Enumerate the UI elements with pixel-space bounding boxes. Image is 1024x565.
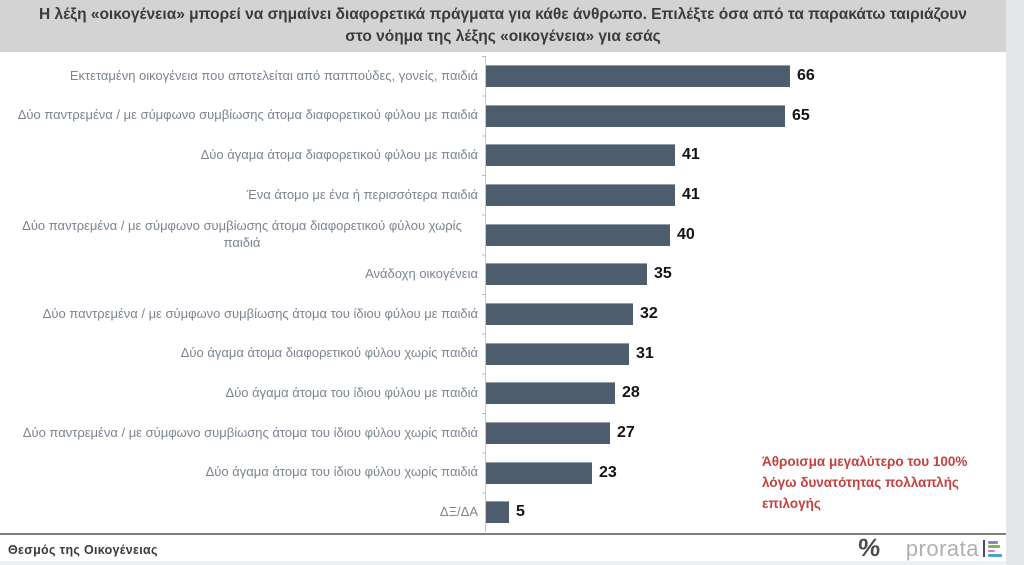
bar-plot-cell: 41 — [486, 175, 1006, 215]
bar-row: Δύο άγαμα άτομα διαφορετικού φύλου χωρίς… — [0, 333, 1006, 374]
bar-row: Ανάδοχη οικογένεια 35 — [0, 254, 1006, 295]
bar-plot-cell: 5 — [486, 492, 1006, 532]
category-label-text: Δύο παντρεμένα / με σύμφωνο συμβίωσης άτ… — [22, 424, 478, 440]
value-label: 31 — [636, 344, 654, 362]
bar-row: Δύο παντρεμένα / με σύμφωνο συμβίωσης άτ… — [0, 95, 1006, 136]
bar-plot-cell: 35 — [486, 254, 1006, 294]
bar-plot-cell: 28 — [486, 373, 1006, 413]
category-label: Δύο παντρεμένα / με σύμφωνο συμβίωσης άτ… — [0, 294, 486, 334]
bar — [486, 183, 675, 206]
bar-row: Δύο παντρεμένα / με σύμφωνο συμβίωσης άτ… — [0, 214, 1006, 255]
value-label: 41 — [682, 185, 700, 203]
bar-row: Εκτεταμένη οικογένεια που αποτελείται απ… — [0, 56, 1006, 96]
value-label: 65 — [792, 106, 810, 124]
logo-bar — [988, 545, 1000, 549]
bar — [486, 501, 509, 524]
bar — [486, 421, 610, 444]
category-label: Δύο άγαμα άτομα του ίδιου φύλου χωρίς πα… — [0, 452, 486, 493]
category-label-text: Ανάδοχη οικογένεια — [365, 266, 478, 282]
category-label-text: Ένα άτομο με ένα ή περισσότερα παιδιά — [246, 186, 478, 202]
bar — [486, 144, 675, 167]
bar — [486, 302, 633, 325]
bar — [486, 342, 629, 365]
category-label-text: Δύο άγαμα άτομα διαφορετικού φύλου με πα… — [200, 147, 478, 163]
bar-plot-cell: 27 — [486, 413, 1006, 453]
source-label: Θεσμός της Οικογένειας — [8, 543, 158, 557]
brand-word: prorata — [905, 535, 979, 561]
bar — [486, 64, 790, 87]
value-label: 27 — [617, 423, 635, 441]
category-label-text: Δύο παντρεμένα / με σύμφωνο συμβίωσης άτ… — [22, 218, 462, 250]
percent-icon: % — [856, 534, 881, 562]
bar-plot-cell: 66 — [486, 56, 1006, 96]
category-label-text: Δύο παντρεμένα / με σύμφωνο συμβίωσης άτ… — [17, 107, 478, 123]
value-label: 32 — [640, 304, 658, 322]
logo-bar — [988, 549, 995, 553]
bar — [486, 104, 785, 127]
bar-row: Δύο άγαμα άτομα του ίδιου φύλου με παιδι… — [0, 373, 1006, 414]
value-label: 5 — [516, 503, 525, 521]
category-label-text: Εκτεταμένη οικογένεια που αποτελείται απ… — [69, 67, 478, 83]
category-label: Εκτεταμένη οικογένεια που αποτελείται απ… — [0, 56, 486, 96]
bar-plot-cell: 65 — [486, 96, 1006, 136]
bar-row: Δύο παντρεμένα / με σύμφωνο συμβίωσης άτ… — [0, 294, 1006, 334]
value-label: 40 — [677, 225, 695, 243]
value-label: 23 — [599, 463, 617, 481]
bar-row: Δύο άγαμα άτομα διαφορετικού φύλου με πα… — [0, 135, 1006, 176]
category-label-text: Δύο παντρεμένα / με σύμφωνο συμβίωσης άτ… — [42, 305, 478, 321]
prorata-logo: prorata — [906, 536, 1002, 562]
bar — [486, 382, 615, 405]
category-label-text: Δύο άγαμα άτομα του ίδιου φύλου χωρίς πα… — [205, 464, 478, 480]
bar-plot-cell: 40 — [486, 215, 1006, 255]
category-label: Δύο παντρεμένα / με σύμφωνο συμβίωσης άτ… — [0, 214, 486, 255]
category-label: Δύο άγαμα άτομα διαφορετικού φύλου με πα… — [0, 135, 486, 176]
brand-area: % prorata — [856, 534, 1002, 563]
value-label: 66 — [797, 66, 815, 84]
category-label: Δύο άγαμα άτομα του ίδιου φύλου με παιδι… — [0, 373, 486, 414]
multi-select-note: Άθροισμα μεγαλύτερο του 100% λόγω δυνατό… — [762, 454, 968, 511]
bar — [486, 263, 647, 286]
bar-plot-cell: 32 — [486, 294, 1006, 334]
bar — [486, 461, 592, 484]
category-label-text: Δύο άγαμα άτομα διαφορετικού φύλου χωρίς… — [180, 345, 478, 361]
bar-plot-cell: 23 — [486, 453, 1006, 493]
bar-plot-cell: 31 — [486, 334, 1006, 374]
category-label: Ένα άτομο με ένα ή περισσότερα παιδιά — [0, 175, 486, 215]
category-label: Δύο παντρεμένα / με σύμφωνο συμβίωσης άτ… — [0, 95, 486, 136]
category-label: Ανάδοχη οικογένεια — [0, 254, 486, 295]
category-label: Δύο παντρεμένα / με σύμφωνο συμβίωσης άτ… — [0, 413, 486, 453]
category-label-text: Δύο άγαμα άτομα του ίδιου φύλου με παιδι… — [225, 385, 478, 401]
bar-chart: Εκτεταμένη οικογένεια που αποτελείται απ… — [0, 56, 1006, 533]
bar-row: Δύο παντρεμένα / με σύμφωνο συμβίωσης άτ… — [0, 413, 1006, 453]
category-label-text: ΔΞ/ΔΑ — [439, 504, 478, 520]
logo-bar — [988, 553, 1002, 557]
category-label: ΔΞ/ΔΑ — [0, 492, 486, 533]
value-label: 28 — [622, 384, 640, 402]
bar-row: Δύο άγαμα άτομα του ίδιου φύλου χωρίς πα… — [0, 452, 1006, 493]
footer-divider — [0, 533, 1006, 535]
bar-row: Ένα άτομο με ένα ή περισσότερα παιδιά 41 — [0, 175, 1006, 215]
value-label: 35 — [654, 265, 672, 283]
chart-title: Η λέξη «οικογένεια» μπορεί να σημαίνει δ… — [39, 6, 967, 45]
bar — [486, 223, 670, 246]
category-label: Δύο άγαμα άτομα διαφορετικού φύλου χωρίς… — [0, 333, 486, 374]
axis-ticks — [482, 56, 486, 532]
logo-bar — [988, 541, 998, 544]
bar-plot-cell: 41 — [486, 135, 1006, 175]
value-label: 41 — [682, 146, 700, 164]
prorata-logo-bars-icon — [983, 540, 1002, 557]
page-edge-right — [1006, 0, 1024, 565]
page-edge-bottom — [0, 561, 1006, 565]
chart-title-band: Η λέξη «οικογένεια» μπορεί να σημαίνει δ… — [0, 0, 1006, 52]
